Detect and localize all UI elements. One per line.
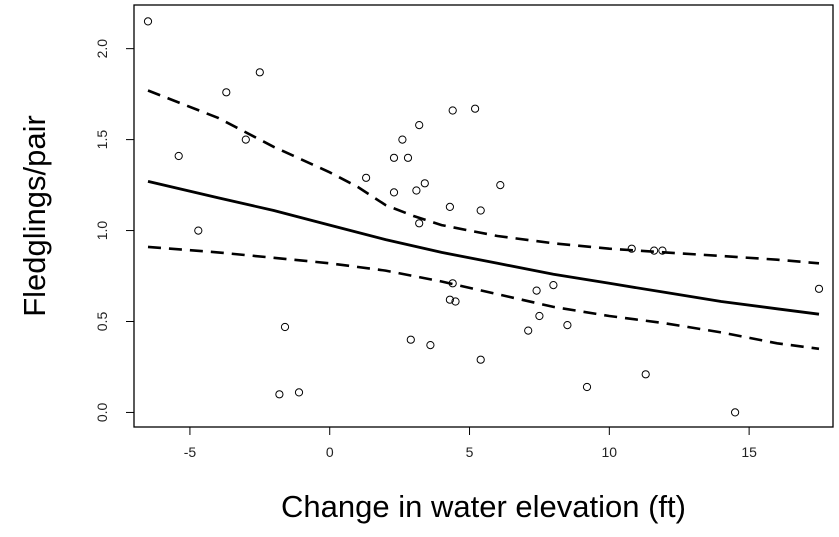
data-point	[496, 181, 505, 190]
data-point	[627, 244, 636, 253]
data-point	[451, 297, 460, 306]
data-point	[398, 135, 407, 144]
data-point	[448, 106, 457, 115]
data-point	[476, 206, 485, 215]
data-point	[549, 281, 558, 290]
data-point	[731, 408, 740, 417]
data-point	[445, 295, 454, 304]
data-point	[412, 186, 421, 195]
data-point	[535, 311, 544, 321]
x-tick-label: -5	[184, 444, 197, 460]
data-point	[582, 382, 592, 392]
data-point	[641, 370, 650, 379]
data-point	[471, 104, 480, 113]
lower-confidence-band-line	[147, 245, 820, 351]
axis-ticks: -5 0 5 10 15 0.0 0.5 1.0 1.5 2.0	[94, 39, 757, 460]
y-axis-title: Fledglings/pair	[17, 115, 52, 317]
data-point	[255, 68, 264, 77]
data-point	[448, 279, 457, 288]
plot-frame	[133, 4, 834, 428]
data-point	[280, 322, 290, 332]
x-axis-title: Change in water elevation (ft)	[281, 489, 686, 524]
fitted-regression-line	[147, 180, 820, 316]
data-point	[426, 341, 435, 350]
data-point	[241, 135, 250, 144]
x-tick-label: 10	[602, 444, 618, 460]
x-tick-label: 5	[466, 444, 474, 460]
y-tick-label: 0.0	[94, 403, 110, 423]
data-point	[362, 173, 371, 182]
data-point	[294, 388, 304, 397]
y-tick-label: 2.0	[94, 39, 110, 59]
data-point	[650, 246, 659, 255]
x-tick-label: 15	[741, 444, 757, 460]
data-point	[222, 88, 231, 97]
data-point	[563, 321, 572, 330]
y-tick-label: 1.5	[94, 130, 110, 150]
y-tick-label: 1.0	[94, 221, 110, 241]
data-point	[524, 326, 533, 335]
x-tick-label: 0	[326, 444, 334, 460]
data-point	[814, 284, 824, 293]
data-point	[476, 355, 485, 364]
data-point	[194, 226, 203, 235]
data-point	[389, 188, 399, 197]
fitted-lines	[147, 89, 820, 351]
data-point	[658, 246, 667, 255]
data-point	[532, 286, 541, 295]
data-point	[406, 335, 415, 344]
data-point	[143, 17, 153, 26]
y-tick-label: 0.5	[94, 312, 110, 332]
data-point	[445, 202, 454, 211]
data-point	[389, 153, 399, 162]
data-point	[174, 151, 183, 161]
data-point	[275, 390, 284, 399]
data-points	[143, 17, 824, 417]
data-point	[403, 153, 413, 162]
upper-confidence-band-line	[147, 89, 820, 265]
data-point	[415, 121, 424, 130]
data-point	[420, 179, 429, 188]
data-point	[415, 219, 424, 228]
